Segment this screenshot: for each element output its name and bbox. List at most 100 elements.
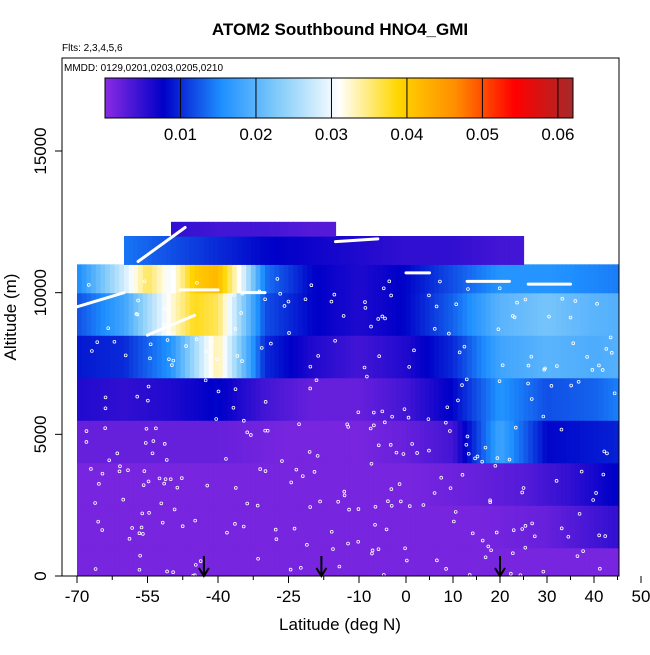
heatmap-cell (584, 462, 590, 506)
heatmap-cell (556, 292, 562, 336)
heatmap-cell (387, 377, 393, 421)
heatmap-cell (326, 547, 332, 576)
heatmap-cell (269, 236, 275, 265)
heatmap-cell (401, 505, 407, 549)
observation-point (493, 463, 498, 468)
heatmap-cell (490, 547, 496, 576)
heatmap-cell (636, 505, 641, 548)
heatmap-cell (260, 221, 266, 237)
heatmap-cell (77, 420, 83, 464)
heatmap-cell (373, 236, 379, 265)
observation-point (144, 427, 149, 431)
colorbar-tick-label: 0.06 (541, 125, 574, 144)
heatmap-cell (537, 292, 543, 336)
heatmap-cell (551, 377, 557, 421)
heatmap-cell (608, 292, 614, 336)
heatmap-cell (302, 221, 308, 237)
x-tick-label: 30 (538, 587, 557, 606)
observation-point (365, 374, 369, 379)
heatmap-cell (387, 505, 393, 549)
heatmap-cell (340, 292, 346, 336)
heatmap-cell (312, 236, 318, 265)
heatmap-cell (453, 377, 459, 421)
heatmap-cell (194, 377, 200, 421)
observation-point (529, 354, 534, 359)
heatmap-cell (471, 505, 478, 549)
heatmap-cell (260, 377, 266, 421)
heatmap-cell (589, 335, 595, 379)
heatmap-cell (133, 335, 139, 379)
heatmap-cell (349, 292, 355, 336)
heatmap-cell (589, 547, 595, 576)
heatmap-cell (307, 462, 313, 506)
observation-point (386, 499, 390, 504)
heatmap-cell (260, 236, 266, 265)
heatmap-cell (279, 547, 285, 576)
observation-point (127, 537, 132, 541)
observation-point (204, 349, 208, 354)
heatmap-cell (349, 462, 355, 506)
heatmap-cell (382, 292, 388, 336)
heatmap-cell (608, 505, 614, 549)
heatmap-cell (377, 547, 384, 576)
heatmap-cell (391, 292, 398, 336)
heatmap-cell (124, 264, 130, 294)
heatmap-cell (307, 236, 313, 265)
heatmap-cell (429, 292, 435, 336)
heatmap-cell (349, 377, 355, 421)
heatmap-cell (166, 335, 172, 379)
observation-point (269, 341, 273, 346)
heatmap-cell (424, 236, 431, 265)
observation-point (274, 537, 279, 542)
heatmap-cell (297, 505, 304, 549)
heatmap-cell (457, 377, 463, 421)
heatmap-cell (424, 377, 431, 421)
heatmap-cell (443, 505, 449, 549)
x-tick-label: -25 (276, 587, 301, 606)
heatmap-cell (175, 420, 181, 464)
heatmap-cell (396, 547, 402, 576)
heatmap-cell (354, 335, 360, 379)
heatmap-cell (565, 335, 572, 379)
heatmap-cell (391, 547, 398, 576)
observation-point (573, 299, 578, 303)
heatmap-cell (156, 505, 163, 549)
heatmap-cell (222, 292, 228, 336)
heatmap-cell (156, 264, 163, 294)
heatmap-cell (481, 335, 487, 379)
heatmap-cell (142, 547, 149, 576)
observation-point (448, 486, 453, 490)
observation-point (444, 420, 448, 425)
heatmap-cell (368, 462, 374, 506)
heatmap-cell (448, 505, 454, 549)
flights-subtitle: Flts: 2,3,4,5,6 (62, 43, 123, 54)
heatmap-cell (556, 377, 562, 421)
heatmap-cell (382, 264, 388, 294)
heatmap-cell (161, 547, 167, 576)
heatmap-cell (260, 462, 266, 506)
heatmap-cell (213, 264, 219, 294)
heatmap-cell (424, 505, 431, 549)
heatmap-cell (269, 462, 275, 506)
observation-point (162, 322, 166, 327)
heatmap-cell (632, 378, 637, 421)
heatmap-cell (396, 292, 402, 336)
heatmap-cell (302, 505, 308, 549)
heatmap-cell (612, 377, 619, 421)
heatmap-cell (279, 462, 285, 506)
heatmap-cell (382, 547, 388, 576)
heatmap-cell (335, 236, 341, 265)
heatmap-cell (410, 292, 416, 336)
heatmap-cell (161, 462, 167, 506)
heatmap-cell (646, 378, 650, 421)
observation-point (600, 368, 605, 372)
heatmap-cell (81, 292, 87, 336)
observation-point (444, 567, 448, 571)
heatmap-cell (274, 462, 280, 506)
heatmap-cell (476, 335, 482, 379)
heatmap-cell (434, 264, 440, 294)
heatmap-cell (138, 420, 144, 464)
heatmap-cell (382, 236, 388, 265)
heatmap-cell (476, 462, 482, 506)
heatmap-cell (128, 547, 134, 576)
